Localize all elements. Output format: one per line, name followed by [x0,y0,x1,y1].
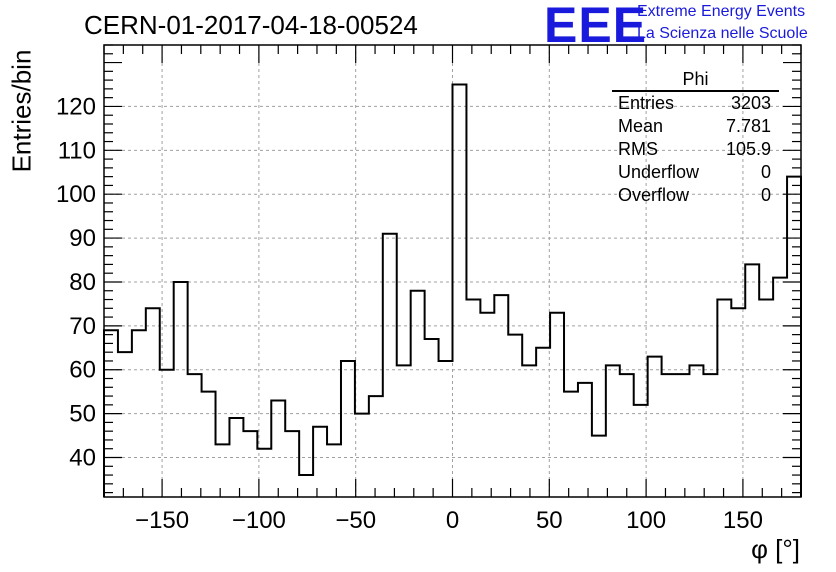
stats-label: Entries [618,93,675,113]
histogram-bin [550,313,564,497]
stats-value: 0 [760,162,771,182]
stats-label: Underflow [618,162,700,182]
histogram-bin [243,431,257,497]
y-tick-label: 70 [69,313,96,340]
histogram-bin [578,383,592,497]
x-tick-label: −150 [135,507,189,534]
histogram-bin [369,396,383,497]
histogram-bin [676,374,690,497]
histogram-bin [494,295,508,497]
y-tick-label: 50 [69,401,96,428]
histogram-bin [480,313,494,497]
histogram-bin [439,361,453,497]
chart-title: CERN-01-2017-04-18-00524 [84,10,418,40]
stats-title: Phi [612,68,779,92]
x-axis-label: φ [°] [751,534,800,564]
y-tick-label: 80 [69,269,96,296]
histogram-bin [662,374,676,497]
stats-label: Mean [618,116,664,136]
histogram-bin [536,348,550,497]
histogram-bin [717,300,731,497]
stats-label: RMS [618,139,658,159]
histogram-bin [466,300,480,497]
x-tick-label: 0 [446,507,459,534]
histogram-outline [103,83,802,497]
histogram-bin [606,365,620,497]
y-tick-label: 100 [56,181,96,208]
histogram-bin [592,436,606,497]
histogram-bin [299,475,313,497]
histogram-bin [383,234,397,497]
stats-row-entries: Entries 3203 [612,92,779,115]
x-tick-label: 150 [723,507,763,534]
histogram-bin [773,278,787,497]
stats-value: 105.9 [725,139,771,159]
y-tick-label: 120 [56,93,96,120]
histogram-bin [146,308,160,497]
y-tick-label: 60 [69,357,96,384]
histogram-bin [202,392,216,497]
x-tick-label: −50 [335,507,376,534]
histogram-bin [508,335,522,497]
x-tick-label: −100 [232,507,286,534]
histogram-bars [103,83,802,497]
histogram-bin [118,352,132,497]
stats-row-rms: RMS 105.9 [612,138,779,161]
histogram-bin [425,339,439,497]
histogram-bin [620,374,634,497]
y-tick-label: 90 [69,225,96,252]
histogram-bin [745,264,759,497]
stats-value: 3203 [730,93,771,113]
y-axis-label-box: Entries/bin [2,40,42,182]
histogram-bin [216,444,230,497]
histogram-bin [341,361,355,497]
histogram-bin [160,370,174,497]
histogram-bin [355,414,369,497]
eee-logo: EEE [544,0,648,53]
histogram-bin [703,374,717,497]
y-tick-label: 110 [58,137,96,164]
stats-row-underflow: Underflow 0 [612,161,779,184]
stats-row-mean: Mean 7.781 [612,115,779,138]
histogram-bin [689,365,703,497]
histogram-bin [564,392,578,497]
histogram-bin [229,418,243,497]
stats-box: Phi Entries 3203 Mean 7.781 RMS 105.9 Un… [612,68,779,207]
stats-value: 7.781 [725,116,771,136]
histogram-bin [271,400,285,497]
histogram-bin [648,357,662,497]
histogram-bin [731,308,745,497]
histogram-bin [132,330,146,497]
logo-line-2: La Scienza nelle Scuole [637,25,808,42]
stats-value: 0 [760,185,771,205]
logo-line-1: Extreme Energy Events [637,3,806,20]
histogram-bin [327,444,341,497]
histogram-bin [397,365,411,497]
histogram-bin [411,291,425,497]
histogram-bin [313,427,327,497]
x-tick-label: 100 [626,507,666,534]
y-tick-label: 40 [69,445,96,472]
axis-ticks [103,44,802,497]
histogram-bin [285,431,299,497]
histogram-bin [188,374,202,497]
histogram-bin [522,365,536,497]
stats-row-overflow: Overflow 0 [612,184,779,207]
y-axis-label: Entries/bin [6,49,37,173]
tick-labels: −150 −100 −50 0 50 100 150 40 50 60 70 80 90 100 110 12… [56,93,763,534]
x-tick-label: 50 [536,507,563,534]
histogram-bin [453,84,467,497]
histogram-bin [759,300,773,497]
histogram-bin [174,282,188,497]
stats-label: Overflow [618,185,690,205]
